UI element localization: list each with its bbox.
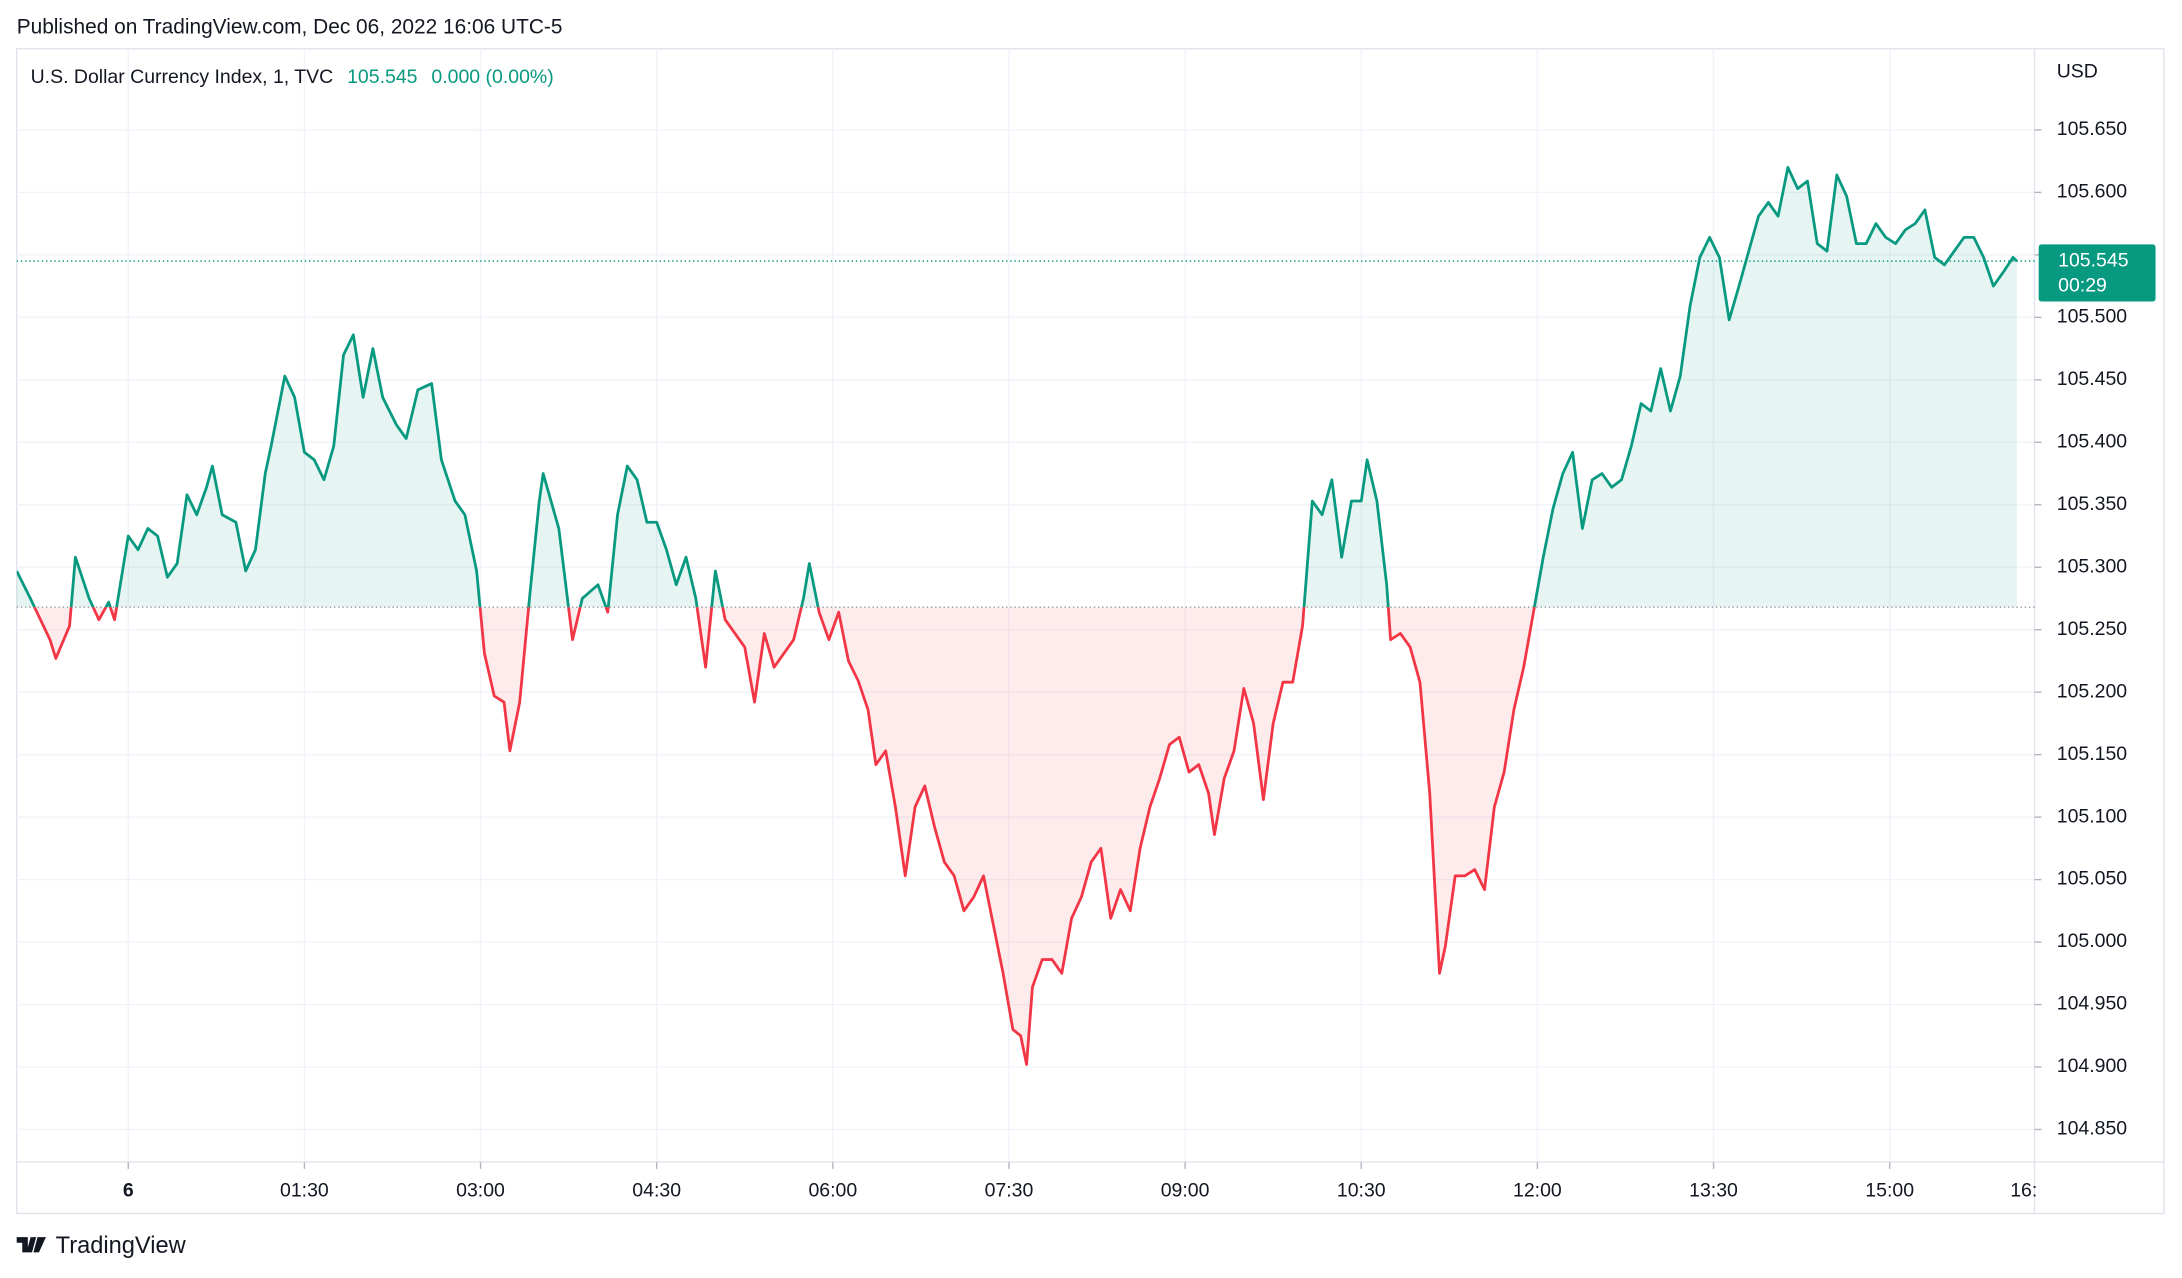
x-tick-label: 16: bbox=[2010, 1179, 2037, 1201]
x-tick-label: 09:00 bbox=[1161, 1179, 1210, 1201]
legend-change: 0.000 (0.00%) bbox=[431, 66, 553, 88]
y-tick-label: 105.100 bbox=[2057, 805, 2128, 827]
price-tag bbox=[2038, 244, 2156, 302]
y-tick-label: 105.400 bbox=[2057, 430, 2128, 452]
axes: 104.850 104.900 104.950 105.000 105.050 105.1… bbox=[123, 118, 2156, 1201]
x-tick-label: 15:00 bbox=[1865, 1179, 1914, 1201]
y-tick-label: 105.300 bbox=[2057, 555, 2128, 577]
logo-text: TradingView bbox=[56, 1233, 187, 1259]
legend: U.S. Dollar Currency Index, 1, TVC 105.54… bbox=[31, 66, 554, 88]
area-up bbox=[16, 167, 2017, 608]
line-up bbox=[16, 166, 2018, 608]
legend-price: 105.545 bbox=[347, 66, 418, 88]
x-tick-label: 03:00 bbox=[456, 1179, 505, 1201]
area-down bbox=[16, 607, 2017, 1065]
y-tick-label: 105.150 bbox=[2057, 743, 2128, 765]
y-tick-label: 105.350 bbox=[2057, 493, 2128, 515]
line-down bbox=[33, 607, 1536, 1066]
logo-icon bbox=[16, 1237, 46, 1253]
published-note: Published on TradingView.com, Dec 06, 20… bbox=[17, 15, 563, 38]
x-tick-label: 04:30 bbox=[632, 1179, 681, 1201]
x-tick-label: 01:30 bbox=[280, 1179, 329, 1201]
y-tick-label: 105.650 bbox=[2057, 118, 2128, 140]
y-tick-label: 105.250 bbox=[2057, 618, 2128, 640]
x-tick-label: 6 bbox=[123, 1179, 134, 1201]
footer-logo: TradingView bbox=[16, 1233, 187, 1259]
y-tick-label: 104.900 bbox=[2057, 1055, 2128, 1077]
y-tick-label: 105.050 bbox=[2057, 868, 2128, 890]
symbol-title: U.S. Dollar Currency Index, 1, TVC bbox=[31, 66, 334, 88]
chart-frame bbox=[16, 48, 2165, 1215]
x-tick-label: 12:00 bbox=[1513, 1179, 1562, 1201]
price-tag-value: 105.545 bbox=[2058, 249, 2129, 271]
y-tick-label: 105.200 bbox=[2057, 680, 2128, 702]
y-tick-label: 105.450 bbox=[2057, 368, 2128, 390]
plot bbox=[16, 166, 2035, 1066]
x-tick-label: 13:30 bbox=[1689, 1179, 1738, 1201]
y-tick-label: 105.000 bbox=[2057, 930, 2128, 952]
price-tag-countdown: 00:29 bbox=[2058, 274, 2107, 296]
y-tick-label: 104.950 bbox=[2057, 993, 2128, 1015]
grid bbox=[16, 48, 2035, 1162]
y-tick-label: 104.850 bbox=[2057, 1118, 2128, 1140]
y-tick-label: 105.600 bbox=[2057, 181, 2128, 203]
x-tick-label: 06:00 bbox=[808, 1179, 857, 1201]
currency: USD bbox=[2057, 61, 2098, 83]
x-tick-label: 07:30 bbox=[985, 1179, 1034, 1201]
y-tick-label: 105.500 bbox=[2057, 305, 2128, 327]
x-tick-label: 10:30 bbox=[1337, 1179, 1386, 1201]
